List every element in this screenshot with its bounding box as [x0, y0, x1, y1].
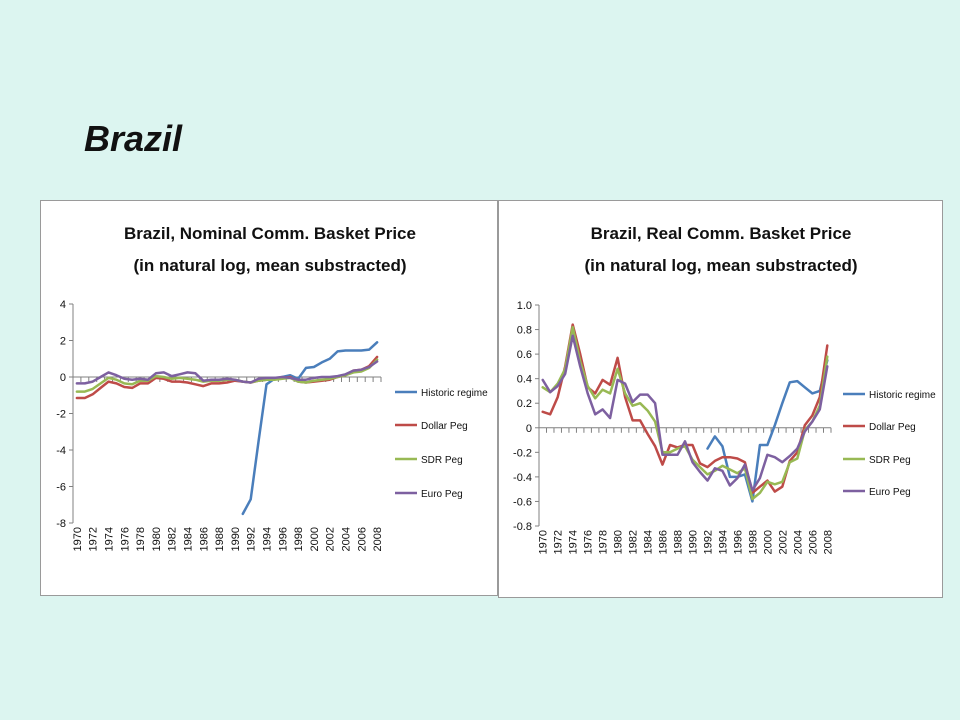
x-tick-label: 1988	[673, 530, 685, 554]
legend-label-sdr-peg: SDR Peg	[869, 455, 911, 466]
chart-title: Brazil, Nominal Comm. Basket Price	[124, 224, 416, 243]
slide-title: Brazil	[84, 118, 183, 159]
x-tick-label: 1990	[687, 530, 699, 554]
y-tick-label: -0.4	[513, 472, 532, 484]
y-tick-label: -0.6	[513, 496, 532, 508]
x-tick-label: 1972	[88, 527, 100, 551]
x-tick-label: 1992	[702, 530, 714, 554]
nominal-axes: 4 2 0 -2 -4 -6 -8 1970 1972 1974 1976 1978 1980 1982 1…	[56, 299, 384, 551]
x-tick-label: 2006	[356, 527, 368, 551]
nominal-price-chart: Brazil, Nominal Comm. Basket Price (in n…	[40, 200, 498, 596]
y-tick-label: 0	[526, 423, 532, 435]
legend-label-dollar-peg: Dollar Peg	[869, 422, 916, 433]
x-tick-label: 1986	[198, 527, 210, 551]
chart-subtitle: (in natural log, mean substracted)	[134, 256, 407, 275]
x-tick-label: 1974	[568, 530, 580, 554]
y-tick-label: -0.8	[513, 521, 532, 533]
x-tick-label: 2004	[792, 530, 804, 554]
x-tick-label: 1978	[135, 527, 147, 551]
x-tick-label: 1986	[658, 530, 670, 554]
x-tick-label: 1996	[732, 530, 744, 554]
real-legend: Historic regime Dollar Peg SDR Peg Euro Peg	[843, 390, 936, 498]
y-tick-label: -4	[56, 445, 66, 457]
x-tick-label: 1990	[230, 527, 242, 551]
x-tick-label: 1988	[214, 527, 226, 551]
x-tick-label: 1974	[104, 527, 116, 551]
legend-label-euro-peg: Euro Peg	[421, 489, 463, 500]
y-tick-label: 0.8	[517, 325, 532, 337]
series-line-historic-regime	[706, 359, 829, 503]
chart-subtitle: (in natural log, mean substracted)	[585, 256, 858, 275]
x-tick-label: 2004	[340, 527, 352, 551]
x-tick-label: 1984	[643, 530, 655, 554]
x-tick-label: 1970	[72, 527, 84, 551]
y-tick-label: 1.0	[517, 300, 532, 312]
nominal-plot-area	[75, 341, 379, 516]
y-tick-label: 0	[60, 372, 66, 384]
y-tick-label: -6	[56, 482, 66, 494]
x-tick-label: 1978	[598, 530, 610, 554]
legend-label-historic-regime: Historic regime	[869, 390, 936, 401]
x-tick-label: 1982	[167, 527, 179, 551]
nominal-chart-svg: Brazil, Nominal Comm. Basket Price (in n…	[56, 224, 488, 551]
y-tick-label: -2	[56, 409, 66, 421]
series-line-sdr-peg	[541, 325, 829, 501]
x-tick-label: 2008	[822, 530, 834, 554]
y-tick-label: 0.4	[517, 374, 532, 386]
x-tick-label: 2006	[807, 530, 819, 554]
legend-label-historic-regime: Historic regime	[421, 388, 488, 399]
series-line-euro-peg	[75, 360, 379, 385]
y-tick-label: 0.2	[517, 398, 532, 410]
x-tick-label: 1994	[717, 530, 729, 554]
real-chart-svg: Brazil, Real Comm. Basket Price (in natu…	[513, 224, 936, 554]
x-tick-label: 1998	[293, 527, 305, 551]
x-tick-label: 1996	[277, 527, 289, 551]
x-tick-label: 1994	[261, 527, 273, 551]
y-tick-label: 4	[60, 299, 66, 311]
x-tick-label: 1972	[553, 530, 565, 554]
x-tick-label: 1980	[151, 527, 163, 551]
legend-label-dollar-peg: Dollar Peg	[421, 421, 468, 432]
y-tick-label: -8	[56, 518, 66, 530]
y-tick-label: 0.6	[517, 349, 532, 361]
x-tick-label: 2000	[309, 527, 321, 551]
x-tick-label: 2002	[777, 530, 789, 554]
x-tick-label: 1998	[747, 530, 759, 554]
x-tick-label: 2000	[762, 530, 774, 554]
y-tick-label: -0.2	[513, 447, 532, 459]
nominal-legend: Historic regime Dollar Peg SDR Peg Euro Peg	[395, 388, 488, 500]
x-tick-label: 1976	[119, 527, 131, 551]
real-axes: 1.0 0.8 0.6 0.4 0.2 0 -0.2 -0.4 -0.6 -0.8 1970 1972…	[513, 300, 834, 554]
x-tick-label: 1984	[183, 527, 195, 551]
real-plot-area	[541, 323, 829, 503]
chart-title: Brazil, Real Comm. Basket Price	[591, 224, 852, 243]
y-tick-label: 2	[60, 336, 66, 348]
series-line-euro-peg	[541, 334, 829, 492]
series-line-dollar-peg	[541, 323, 829, 495]
x-tick-label: 1980	[613, 530, 625, 554]
series-line-historic-regime	[241, 341, 379, 516]
legend-label-sdr-peg: SDR Peg	[421, 455, 463, 466]
real-price-chart: Brazil, Real Comm. Basket Price (in natu…	[498, 200, 943, 598]
x-tick-label: 2002	[325, 527, 337, 551]
x-tick-label: 2008	[372, 527, 384, 551]
legend-label-euro-peg: Euro Peg	[869, 487, 911, 498]
x-tick-label: 1976	[583, 530, 595, 554]
x-tick-label: 1982	[628, 530, 640, 554]
x-tick-label: 1992	[246, 527, 258, 551]
x-tick-label: 1970	[538, 530, 550, 554]
